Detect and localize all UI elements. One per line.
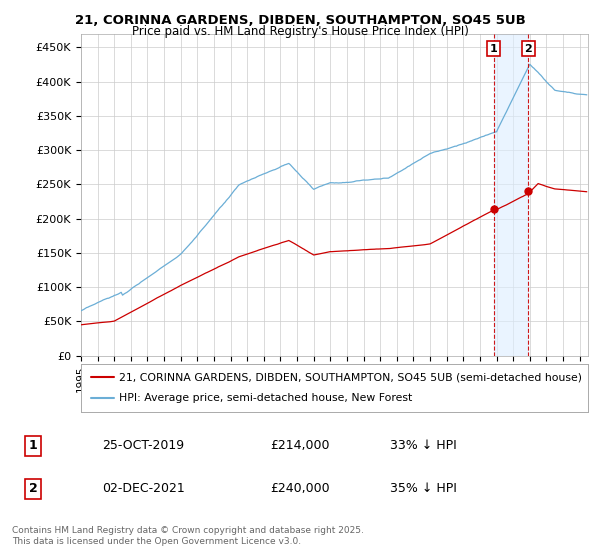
Text: £214,000: £214,000 <box>270 439 329 452</box>
Text: Price paid vs. HM Land Registry's House Price Index (HPI): Price paid vs. HM Land Registry's House … <box>131 25 469 38</box>
Text: 02-DEC-2021: 02-DEC-2021 <box>102 482 185 495</box>
Text: Contains HM Land Registry data © Crown copyright and database right 2025.
This d: Contains HM Land Registry data © Crown c… <box>12 526 364 546</box>
Text: 33% ↓ HPI: 33% ↓ HPI <box>390 439 457 452</box>
Text: 2: 2 <box>29 482 37 495</box>
Text: 35% ↓ HPI: 35% ↓ HPI <box>390 482 457 495</box>
Bar <box>494 34 529 356</box>
Text: 25-OCT-2019: 25-OCT-2019 <box>102 439 184 452</box>
Text: HPI: Average price, semi-detached house, New Forest: HPI: Average price, semi-detached house,… <box>119 393 412 403</box>
Text: 2: 2 <box>524 44 532 54</box>
Text: £240,000: £240,000 <box>270 482 329 495</box>
Text: 1: 1 <box>29 439 37 452</box>
Text: 21, CORINNA GARDENS, DIBDEN, SOUTHAMPTON, SO45 5UB (semi-detached house): 21, CORINNA GARDENS, DIBDEN, SOUTHAMPTON… <box>119 372 582 382</box>
Text: 1: 1 <box>490 44 497 54</box>
Text: 21, CORINNA GARDENS, DIBDEN, SOUTHAMPTON, SO45 5UB: 21, CORINNA GARDENS, DIBDEN, SOUTHAMPTON… <box>74 14 526 27</box>
